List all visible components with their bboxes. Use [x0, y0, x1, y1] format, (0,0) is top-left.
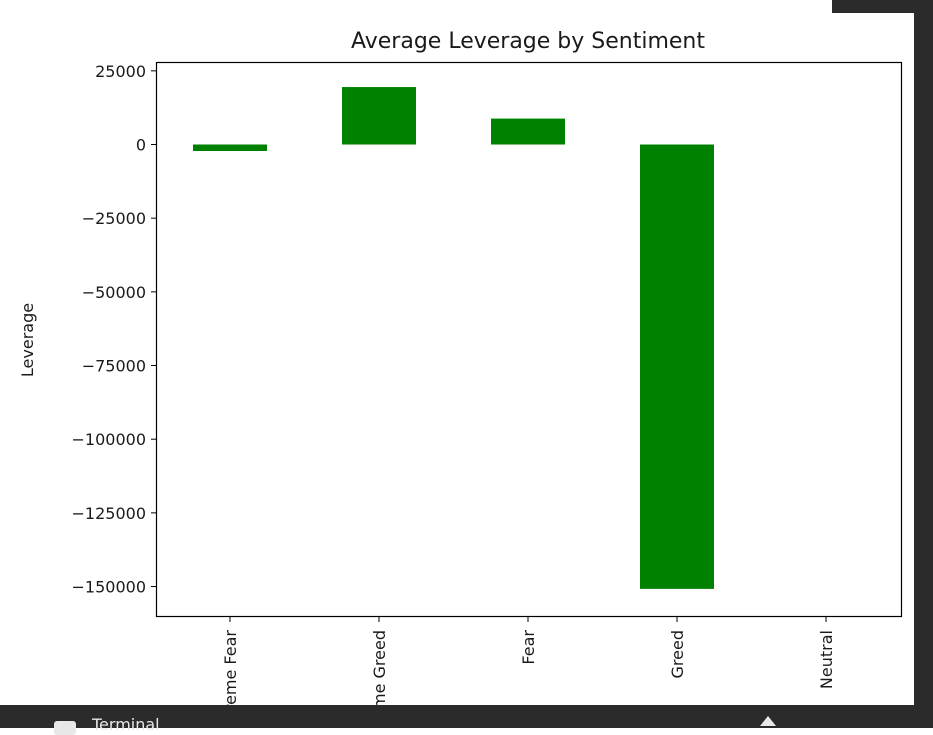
bar-chart: Average Leverage by Sentiment Leverage 2…	[18, 29, 903, 705]
y-tick-label: −150000	[72, 578, 146, 597]
bars	[193, 87, 714, 589]
bar	[193, 144, 267, 151]
x-tick-label: Neutral	[817, 630, 836, 689]
y-axis-ticks: 25000 0 −25000 −50000 −75000 −100000 −125000 −1…	[72, 62, 157, 597]
x-tick-label: Extreme Greed	[370, 630, 389, 705]
bar	[491, 118, 565, 145]
y-tick-label: −50000	[82, 283, 146, 302]
y-tick-label: −125000	[72, 504, 146, 523]
panel-label[interactable]: Terminal	[92, 715, 160, 734]
x-axis-ticks: Extreme Fear Extreme Greed Fear Greed Neutra…	[221, 616, 836, 705]
y-tick-label: −25000	[82, 209, 146, 228]
y-tick-label: 25000	[95, 62, 146, 81]
bottom-panel-bar	[0, 705, 933, 728]
y-axis-label: Leverage	[18, 303, 37, 377]
bar	[640, 144, 714, 589]
window-chrome-right	[914, 0, 933, 728]
y-tick-label: −75000	[82, 357, 146, 376]
plot-frame	[155, 61, 903, 618]
panel-toggle-checkbox[interactable]	[54, 721, 76, 735]
x-tick-label: Fear	[519, 630, 538, 665]
x-tick-label: Greed	[668, 630, 687, 678]
y-tick-label: 0	[136, 136, 146, 155]
y-tick-label: −100000	[72, 430, 146, 449]
x-tick-label: Extreme Fear	[221, 630, 240, 705]
arrow-up-icon[interactable]	[760, 716, 776, 726]
chart-title: Average Leverage by Sentiment	[351, 29, 705, 54]
window-chrome-top	[832, 0, 933, 13]
bar	[342, 87, 416, 145]
